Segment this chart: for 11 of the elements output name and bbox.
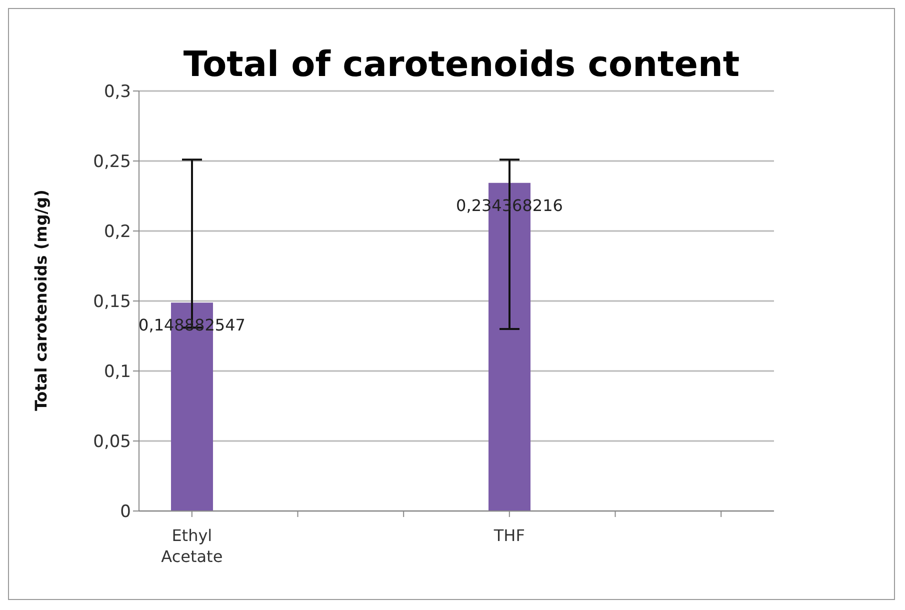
y-tick-label: 0,3 bbox=[104, 82, 131, 102]
chart-title: Total of carotenoids content bbox=[183, 45, 740, 85]
y-tick-label: 0 bbox=[120, 502, 131, 522]
y-tick-label: 0,15 bbox=[93, 292, 131, 312]
y-tick-label: 0,1 bbox=[104, 362, 131, 382]
y-tick-label: 0,05 bbox=[93, 432, 131, 452]
y-tick-label: 0,25 bbox=[93, 152, 131, 172]
y-tick-label: 0,2 bbox=[104, 222, 131, 242]
x-tick-label: Ethyl Acetate bbox=[161, 526, 223, 566]
x-tick-label: THF bbox=[492, 526, 525, 545]
y-axis-title: Total carotenoids (mg/g) bbox=[32, 190, 51, 411]
